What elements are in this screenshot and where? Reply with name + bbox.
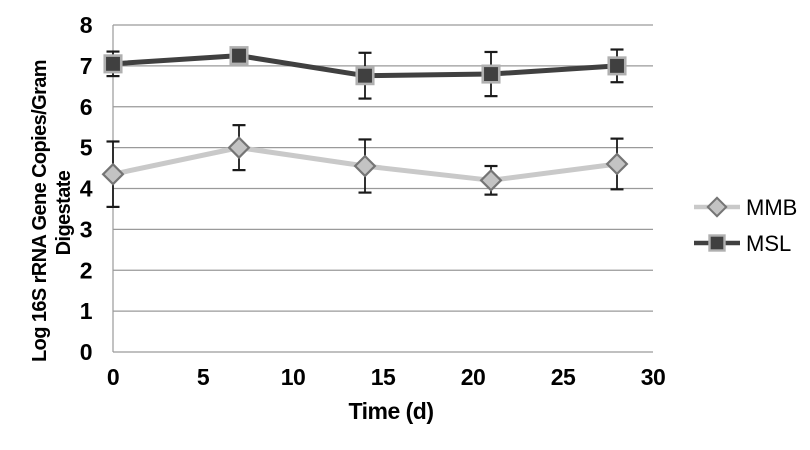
- gridlines-layer: [112, 24, 653, 353]
- tick-labels-layer: 0 1 2 3 4 5 6 7 8 0 5 10 15 20 25 30: [80, 12, 666, 390]
- series-layer: [101, 46, 629, 208]
- legend-item-msl: MSL: [694, 231, 791, 256]
- y-tick-label-3: 3: [80, 216, 92, 242]
- marker-diamond-icon: [101, 162, 125, 186]
- marker-square-icon: [481, 64, 501, 84]
- marker-square-icon: [229, 46, 249, 66]
- y-axis-title-line1: Log 16S rRNA Gene Copies/Gram: [29, 60, 51, 362]
- x-tick-label-25: 25: [551, 364, 576, 390]
- y-tick-label-6: 6: [80, 94, 92, 120]
- y-axis-title-line2: Digestate: [53, 170, 75, 255]
- y-tick-label-0: 0: [80, 339, 92, 365]
- marker-diamond-icon: [605, 152, 629, 176]
- y-tick-label-2: 2: [80, 257, 92, 283]
- legend-label-mmb: MMB: [746, 195, 797, 220]
- legend-item-mmb: MMB: [694, 195, 797, 220]
- marker-diamond-icon: [353, 154, 377, 178]
- legend-label-msl: MSL: [746, 231, 791, 256]
- y-tick-label-8: 8: [80, 12, 93, 38]
- legend-diamond-marker-icon: [706, 196, 728, 218]
- y-tick-label-1: 1: [80, 298, 93, 324]
- y-tick-label-5: 5: [80, 135, 93, 161]
- x-tick-label-5: 5: [197, 364, 210, 390]
- marker-square-icon: [607, 56, 627, 76]
- marker-diamond-icon: [479, 168, 503, 192]
- x-tick-label-20: 20: [461, 364, 486, 390]
- x-tick-label-30: 30: [641, 364, 666, 390]
- y-tick-label-4: 4: [80, 176, 93, 202]
- marker-diamond-icon: [227, 136, 251, 160]
- legend-square-marker-icon: [708, 234, 726, 252]
- marker-square-icon: [355, 66, 375, 86]
- legend: MMB MSL: [694, 195, 797, 256]
- x-tick-label-0: 0: [107, 364, 119, 390]
- x-tick-label-15: 15: [371, 364, 396, 390]
- y-tick-label-7: 7: [80, 53, 92, 79]
- x-tick-label-10: 10: [281, 364, 306, 390]
- x-axis-title: Time (d): [348, 398, 433, 424]
- marker-square-icon: [103, 54, 123, 74]
